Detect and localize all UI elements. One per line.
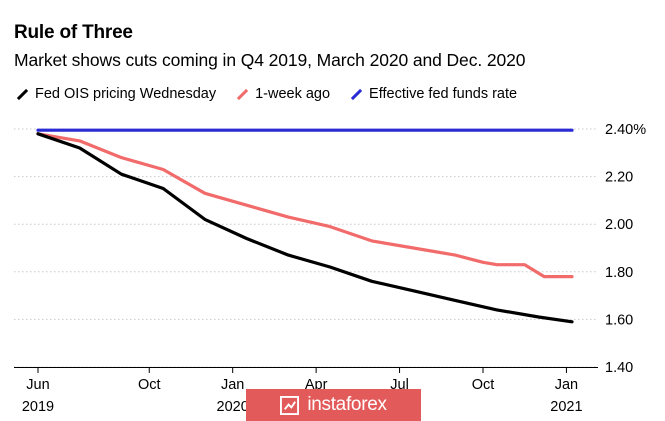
y-tick-label-5: 1.40 xyxy=(605,360,633,376)
x-tick-year-label-6: 2021 xyxy=(550,399,582,415)
legend-label-1-week-ago: 1-week ago xyxy=(255,86,331,102)
y-tick-label-2: 2.00 xyxy=(605,217,633,233)
x-tick-label-2: Jan xyxy=(221,377,244,393)
chart-title: Rule of Three xyxy=(14,22,133,43)
x-tick-label-6: Jan xyxy=(555,377,578,393)
x-tick-year-label-2: 2020 xyxy=(217,399,249,415)
y-tick-label-1: 2.20 xyxy=(605,170,633,186)
instaforex-watermark: instaforex xyxy=(246,389,421,421)
legend-label-effective-fed-funds: Effective fed funds rate xyxy=(369,86,518,102)
x-tick-label-1: Oct xyxy=(138,377,161,393)
y-tick-label-4: 1.60 xyxy=(605,312,633,328)
x-tick-label-0: Jun xyxy=(26,377,49,393)
series-line-fed-ois xyxy=(36,132,574,324)
x-tick-year-label-0: 2019 xyxy=(22,399,54,415)
legend-label-fed-ois: Fed OIS pricing Wednesday xyxy=(35,86,217,102)
legend-item-1-week-ago: 1-week ago xyxy=(234,86,330,102)
y-tick-label-3: 1.80 xyxy=(605,265,633,281)
series-line-1-week-ago xyxy=(36,132,574,279)
y-tick-label-0: 2.40% xyxy=(605,122,646,138)
legend: Fed OIS pricing Wednesday 1-week ago Eff… xyxy=(14,85,535,103)
watermark-text: instaforex xyxy=(307,394,387,415)
instaforex-logo-icon xyxy=(280,395,300,415)
legend-item-fed-ois: Fed OIS pricing Wednesday xyxy=(14,86,216,102)
legend-item-effective-fed-funds: Effective fed funds rate xyxy=(348,86,517,102)
x-tick-label-5: Oct xyxy=(472,377,495,393)
chart-subtitle: Market shows cuts coming in Q4 2019, Mar… xyxy=(14,50,526,70)
